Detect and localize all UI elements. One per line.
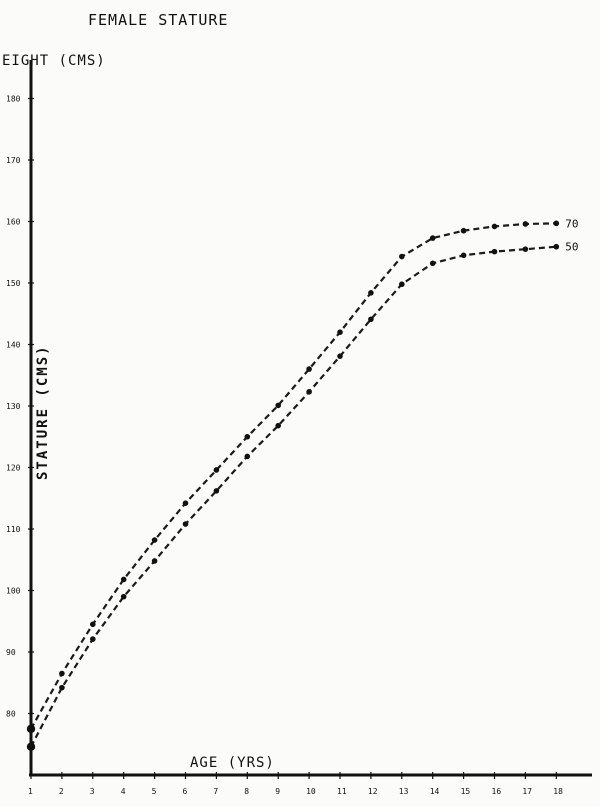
series-70-point-8 <box>244 433 251 440</box>
x-tick-label-5: 5 <box>152 787 157 796</box>
series-70-point-4 <box>120 576 127 583</box>
x-tick-label-12: 12 <box>368 787 378 796</box>
x-tick-label-17: 17 <box>522 787 532 796</box>
x-axis-label: AGE (YRS) <box>190 755 275 771</box>
x-tick-label-6: 6 <box>183 787 188 796</box>
series-70-point-7 <box>213 467 220 473</box>
y-tick-label-130: 130 <box>6 402 21 411</box>
y-tick-label-80: 80 <box>6 710 16 719</box>
series-70-point-6 <box>182 500 189 506</box>
series-70-point-16 <box>491 223 498 230</box>
series-70-point-11 <box>337 329 343 336</box>
series-label-50: 50 <box>565 241 578 254</box>
series-50-point-4 <box>120 593 127 600</box>
series-50-point-12 <box>368 316 374 323</box>
series-layer: 70 50 <box>26 217 579 751</box>
series-70-point-14 <box>429 235 436 241</box>
series-50-point-13 <box>399 281 405 288</box>
x-tick-label-8: 8 <box>244 787 249 796</box>
series-line-70 <box>30 222 557 730</box>
series-label-70: 70 <box>565 217 578 230</box>
y-axis-top-label: EIGHT (CMS) <box>2 53 106 69</box>
series-70-point-12 <box>368 290 374 296</box>
x-tick-label-3: 3 <box>90 787 95 796</box>
series-line-50 <box>30 245 557 748</box>
series-50-point-5 <box>151 558 158 564</box>
y-tick-label-170: 170 <box>6 156 21 165</box>
x-tick-label-15: 15 <box>461 787 471 796</box>
series-70-point-18 <box>553 220 560 227</box>
series-50-point-9 <box>275 422 282 429</box>
x-tick-label-16: 16 <box>492 787 502 796</box>
series-50-point-15 <box>460 252 467 259</box>
y-tick-group: 80 90 100 110 120 130 140 150 160 170 180 <box>6 95 34 719</box>
series-50-point-2 <box>59 684 65 691</box>
series-70-point-1 <box>26 724 36 734</box>
series-70-point-5 <box>151 537 158 543</box>
y-axis-label: STATURE (CMS) <box>35 344 51 480</box>
series-70-point-13 <box>399 253 405 260</box>
x-tick-label-10: 10 <box>306 787 316 796</box>
y-tick-label-110: 110 <box>6 525 21 534</box>
y-tick-label-150: 150 <box>6 279 21 288</box>
x-tick-label-11: 11 <box>337 787 347 796</box>
x-tick-label-14: 14 <box>430 787 440 796</box>
y-tick-label-140: 140 <box>6 341 21 350</box>
series-70-point-3 <box>90 621 96 628</box>
x-tick-label-13: 13 <box>399 787 409 796</box>
series-50-point-7 <box>213 488 220 494</box>
series-50-point-11 <box>337 353 343 359</box>
chart-title: FEMALE STATURE <box>88 11 228 29</box>
series-70-point-9 <box>275 402 282 409</box>
x-tick-label-7: 7 <box>213 787 218 796</box>
y-tick-label-100: 100 <box>6 587 21 596</box>
series-50-point-18 <box>553 243 560 250</box>
y-tick-label-160: 160 <box>6 218 21 227</box>
series-70-point-10 <box>306 366 312 372</box>
y-tick-label-180: 180 <box>6 95 21 104</box>
series-70-point-2 <box>59 670 65 677</box>
y-tick-label-120: 120 <box>6 464 21 473</box>
series-50-point-14 <box>429 260 436 267</box>
series-50-point-1 <box>26 742 36 751</box>
x-tick-label-18: 18 <box>553 787 563 796</box>
x-tick-group: 1 2 3 4 5 6 7 8 9 10 11 12 13 14 15 16 17 18 <box>28 772 563 796</box>
series-50-point-10 <box>306 389 312 395</box>
x-tick-label-4: 4 <box>121 787 126 796</box>
series-50-point-6 <box>182 521 189 527</box>
series-70-point-17 <box>522 221 529 227</box>
x-tick-label-9: 9 <box>275 787 280 796</box>
series-50-point-16 <box>491 248 498 255</box>
series-50-point-17 <box>522 246 529 252</box>
series-70-point-15 <box>460 227 467 234</box>
series-50-point-3 <box>90 636 96 642</box>
series-50-point-8 <box>244 453 251 460</box>
y-tick-label-90: 90 <box>6 648 16 657</box>
x-tick-label-2: 2 <box>59 787 64 796</box>
x-tick-label-1: 1 <box>28 787 33 796</box>
